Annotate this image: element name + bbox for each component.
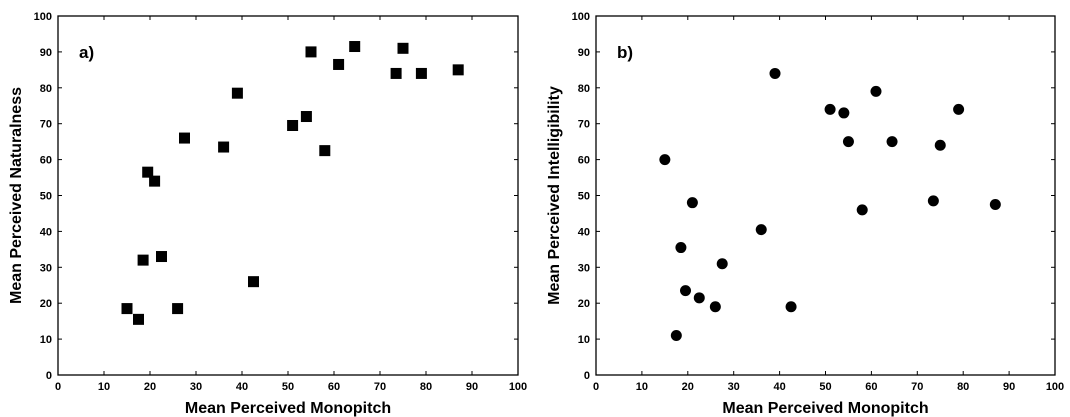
- x-tick-label: 70: [374, 381, 386, 393]
- y-tick-label: 50: [578, 191, 590, 203]
- x-tick-label: 100: [509, 381, 527, 393]
- data-point-circle: [693, 292, 705, 304]
- x-tick-label: 20: [144, 381, 156, 393]
- data-point-circle: [675, 242, 687, 254]
- data-point-square: [172, 303, 184, 315]
- panel-b: 0 10 20 30 40 50 60 70 80 90 100 0 10 20 30 40 50 60 70 80 9…: [546, 11, 1064, 417]
- data-point-square: [248, 276, 259, 288]
- x-tick-label: 30: [190, 381, 202, 393]
- data-point-square: [319, 145, 331, 157]
- x-tick-label: 100: [1046, 381, 1064, 393]
- data-point-circle: [989, 198, 1001, 210]
- data-point-square: [231, 87, 243, 99]
- y-tick-label: 10: [40, 334, 52, 346]
- y-tick-label: 60: [40, 155, 52, 167]
- y-tick-label: 80: [578, 83, 590, 95]
- panel-a: 0 10 20 30 40 50 60 70 80 90 100 0 10 20 30 40 50 60 70 80 9…: [8, 11, 527, 417]
- x-tick-label: 70: [911, 381, 923, 393]
- y-tick-label: 30: [40, 262, 52, 274]
- y-tick-label: 40: [40, 226, 52, 238]
- y-tick-label: 50: [40, 191, 52, 203]
- data-point-square: [179, 132, 190, 144]
- x-tick-label: 20: [682, 381, 694, 393]
- data-point-square: [121, 303, 133, 315]
- data-point-square: [300, 111, 312, 123]
- data-point-square: [397, 42, 409, 54]
- data-point-circle: [953, 103, 965, 115]
- x-tick-label: 60: [328, 381, 340, 393]
- data-point-square: [133, 313, 144, 325]
- data-point-square: [137, 254, 149, 266]
- y-tick-label: 0: [584, 370, 590, 382]
- data-point-square: [349, 41, 361, 53]
- x-tick-label: 10: [636, 381, 648, 393]
- y-tick-label: 100: [34, 11, 52, 23]
- x-tick-label: 90: [466, 381, 478, 393]
- data-point-circle: [870, 85, 882, 97]
- x-tick-label: 40: [773, 381, 785, 393]
- x-tick-label: 50: [282, 381, 294, 393]
- x-tick-label: 50: [819, 381, 831, 393]
- data-point-square: [142, 166, 154, 178]
- y-tick-label: 30: [578, 262, 590, 274]
- y-tick-label: 20: [40, 298, 52, 310]
- y-tick-label: 20: [578, 298, 590, 310]
- data-point-circle: [927, 195, 939, 207]
- plot-frame: [57, 15, 519, 376]
- data-point-square: [287, 119, 299, 131]
- x-tick-label: 60: [865, 381, 877, 393]
- data-point-circle: [680, 285, 692, 297]
- y-tick-label: 70: [40, 119, 52, 131]
- x-tick-label: 0: [55, 381, 61, 393]
- y-tick-label: 10: [578, 334, 590, 346]
- x-tick-label: 90: [1003, 381, 1015, 393]
- data-point-square: [452, 64, 464, 76]
- x-tick-label: 40: [236, 381, 248, 393]
- x-tick-label: 10: [98, 381, 110, 393]
- panel-label: a): [79, 43, 94, 62]
- y-axis-label: Mean Perceived Intelligibility: [546, 86, 563, 305]
- data-point-circle: [838, 107, 850, 119]
- data-point-circle: [670, 330, 682, 342]
- data-point-square: [390, 67, 402, 79]
- y-tick-label: 40: [578, 226, 590, 238]
- x-axis-label: Mean Perceived Monopitch: [722, 400, 928, 417]
- data-point-square: [305, 46, 317, 58]
- x-tick-label: 30: [728, 381, 740, 393]
- panel-label: b): [617, 43, 633, 62]
- y-tick-label: 90: [40, 47, 52, 59]
- data-point-circle: [716, 258, 728, 270]
- data-point-square: [333, 58, 345, 70]
- y-tick-label: 60: [578, 155, 590, 167]
- data-point-square: [218, 141, 230, 153]
- data-point-square: [149, 175, 161, 187]
- data-point-circle: [842, 136, 854, 148]
- x-tick-label: 80: [420, 381, 432, 393]
- data-point-circle: [709, 301, 721, 313]
- plot-frame: [595, 15, 1056, 376]
- y-tick-label: 80: [40, 83, 52, 95]
- y-tick-label: 0: [46, 370, 52, 382]
- data-point-circle: [785, 301, 797, 313]
- data-point-circle: [856, 204, 868, 216]
- data-point-square: [156, 251, 167, 263]
- data-point-square: [415, 67, 427, 79]
- data-point-circle: [886, 136, 898, 148]
- data-point-circle: [659, 154, 671, 166]
- data-point-circle: [686, 197, 698, 209]
- x-tick-label: 0: [593, 381, 599, 393]
- y-tick-label: 100: [572, 11, 590, 23]
- data-point-circle: [769, 67, 781, 79]
- data-point-circle: [824, 103, 836, 115]
- y-axis-label: Mean Perceived Naturalness: [8, 87, 25, 304]
- y-tick-label: 70: [578, 119, 590, 131]
- data-point-circle: [755, 224, 767, 236]
- data-point-circle: [934, 139, 946, 151]
- x-tick-label: 80: [957, 381, 969, 393]
- y-tick-label: 90: [578, 47, 590, 59]
- x-axis-label: Mean Perceived Monopitch: [185, 400, 391, 417]
